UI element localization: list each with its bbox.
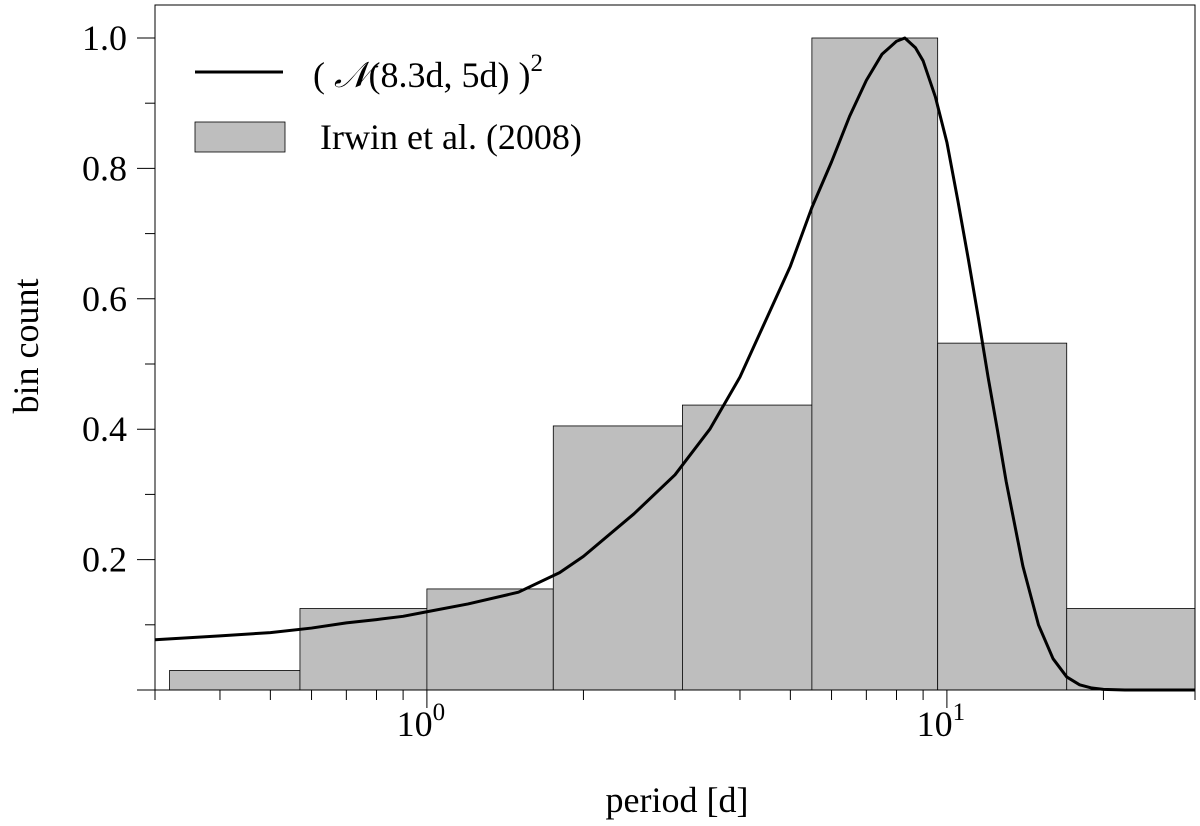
curve-line (154, 36, 1195, 692)
x-axis-label: period [d] (606, 780, 749, 820)
x-axis-ticks: 100 101 (154, 690, 1196, 744)
legend-label-histogram: Irwin et al. (2008) (320, 117, 582, 157)
y-axis-label: bin count (6, 279, 46, 414)
y-axis-ticks: 0.2 0.4 0.6 0.8 1.0 (82, 18, 155, 691)
histogram-bars (169, 37, 1196, 691)
histogram-bar (552, 425, 683, 691)
x-tick-label: 101 (917, 699, 966, 744)
histogram-bar (682, 404, 813, 691)
y-tick-label: 0.6 (82, 279, 127, 319)
y-tick-label: 0.8 (82, 148, 127, 188)
y-tick-label: 1.0 (82, 18, 127, 58)
histogram-bar (169, 670, 301, 691)
histogram-bar (811, 37, 939, 691)
y-tick-label: 0.4 (82, 409, 127, 449)
legend-label-curve: ( 𝒩(8.3d, 5d) )2 (313, 50, 543, 95)
curve-layer (154, 36, 1195, 692)
legend: ( 𝒩(8.3d, 5d) )2 Irwin et al. (2008) (194, 50, 582, 157)
histogram-bar (937, 342, 1068, 691)
y-tick-label: 0.2 (82, 540, 127, 580)
histogram-bar (1066, 608, 1196, 691)
x-tick-label: 100 (397, 699, 446, 744)
legend-bar-swatch (194, 121, 286, 153)
histogram-bar (426, 588, 554, 691)
